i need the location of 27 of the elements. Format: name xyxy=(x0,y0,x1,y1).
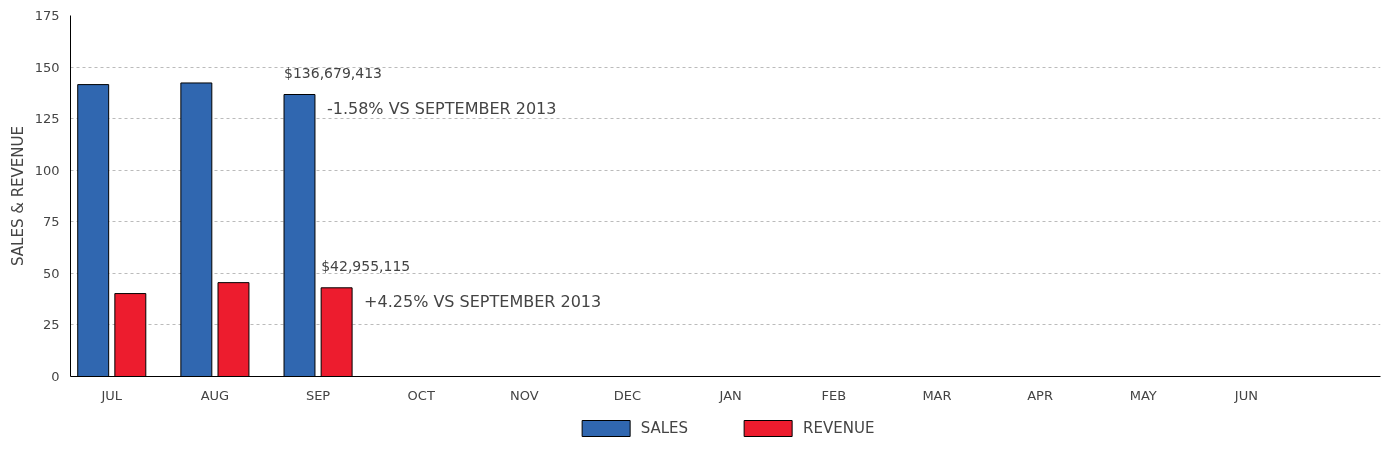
x-tick-label: FEB xyxy=(821,387,847,403)
x-tick-label: AUG xyxy=(200,387,230,403)
x-tick-label: DEC xyxy=(613,387,642,403)
annotation: $136,679,413 xyxy=(284,64,382,81)
legend-label: SALES xyxy=(640,418,689,437)
annotation: $42,955,115 xyxy=(321,257,411,274)
annotation: -1.58% VS SEPTEMBER 2013 xyxy=(326,99,557,119)
x-tick-label: MAY xyxy=(1129,387,1157,403)
x-tick-label: JUN xyxy=(1233,387,1258,403)
annotation: +4.25% VS SEPTEMBER 2013 xyxy=(364,292,602,312)
y-axis-title: SALES & REVENUE xyxy=(8,126,27,266)
y-tick-label: 175 xyxy=(34,8,60,23)
y-tick-label: 25 xyxy=(42,317,60,333)
x-tick-label: JUL xyxy=(100,387,123,403)
y-tick-label: 150 xyxy=(34,59,60,75)
y-tick-label: 50 xyxy=(42,265,60,281)
x-tick-label: APR xyxy=(1027,387,1053,403)
x-tick-label: MAR xyxy=(922,387,952,403)
x-tick-label: JAN xyxy=(718,387,742,403)
legend-label: REVENUE xyxy=(803,418,875,437)
y-tick-label: 100 xyxy=(34,162,60,178)
y-tick-label: 0 xyxy=(51,369,60,384)
x-tick-label: OCT xyxy=(407,387,435,403)
y-tick-label: 75 xyxy=(42,214,60,230)
y-tick-label: 125 xyxy=(34,111,60,127)
x-tick-label: SEP xyxy=(305,387,331,403)
x-tick-label: NOV xyxy=(510,387,539,403)
